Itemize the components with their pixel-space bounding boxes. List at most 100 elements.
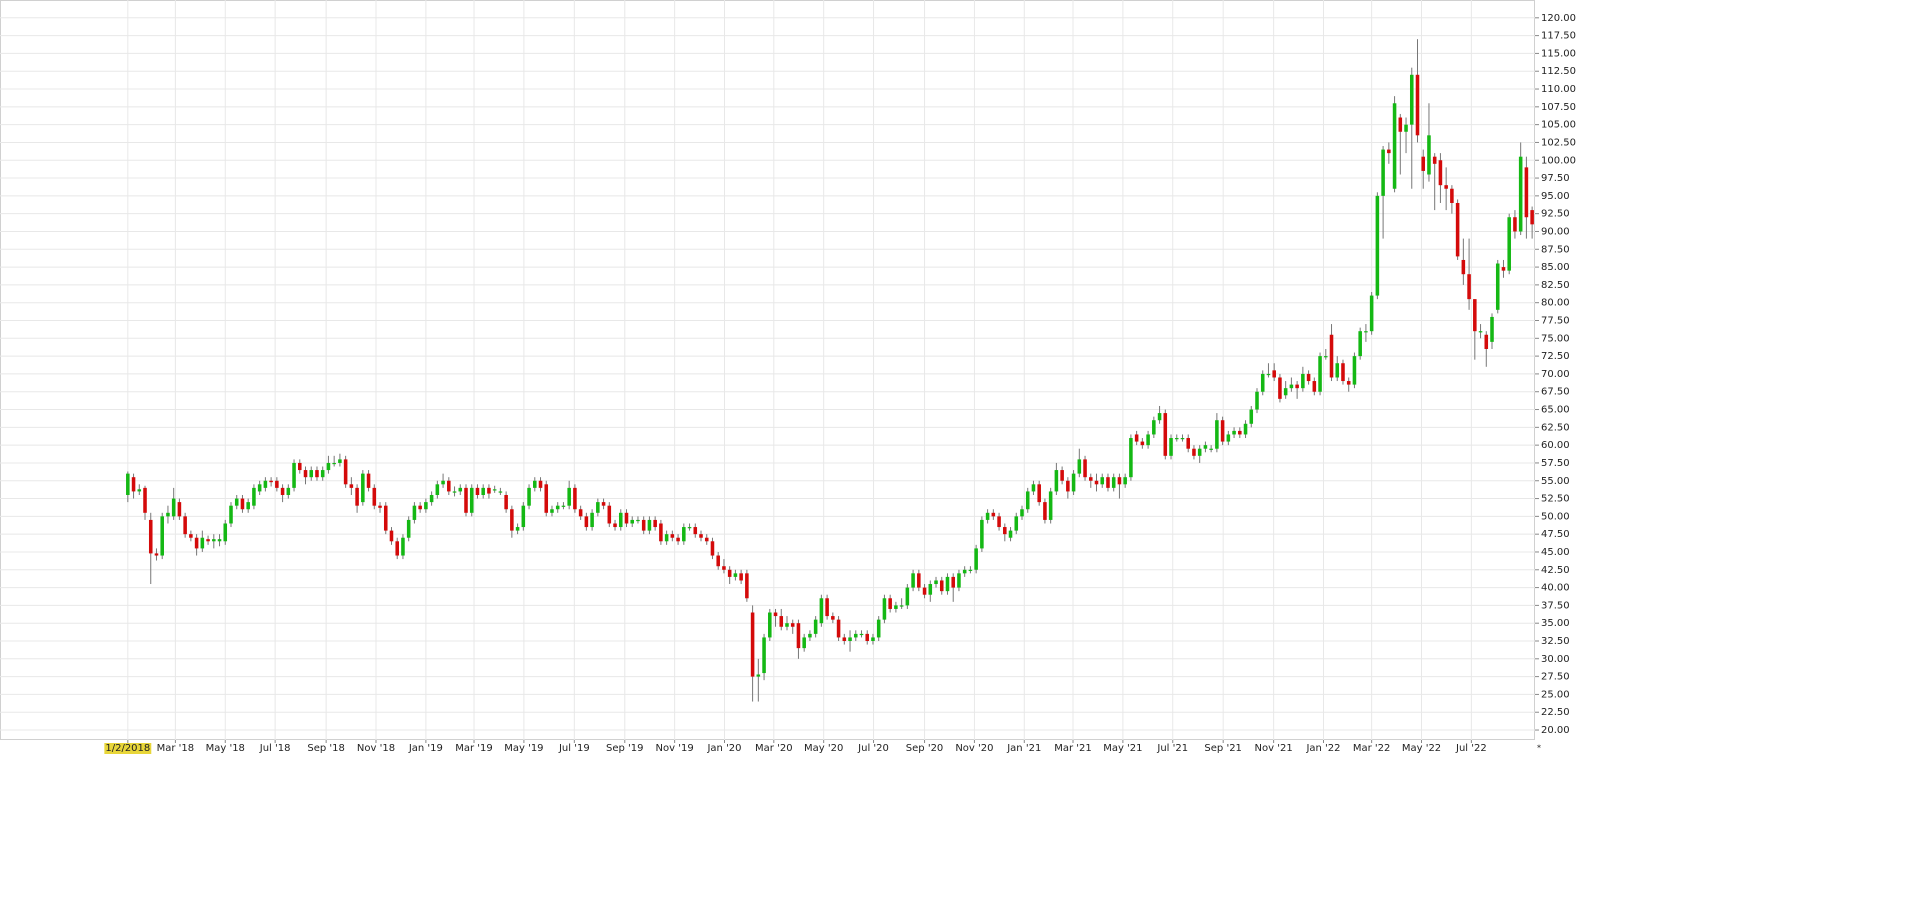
- candle-body: [418, 505, 422, 510]
- candle-body: [750, 612, 755, 677]
- candle-body: [739, 573, 743, 581]
- candle-body: [1341, 363, 1345, 382]
- y-tick-label: 22.50: [1541, 707, 1570, 718]
- candle-body: [980, 519, 984, 549]
- candle-body: [1375, 195, 1380, 296]
- candle-body: [848, 637, 852, 642]
- y-tick-label: 92.50: [1541, 209, 1570, 220]
- x-tick-label: Mar '18: [157, 743, 195, 754]
- x-tick-label: Mar '20: [755, 743, 793, 754]
- candle-body: [911, 573, 915, 588]
- x-tick-label: Sep '19: [606, 743, 644, 754]
- candle-body: [441, 480, 445, 485]
- candle-body: [842, 637, 847, 642]
- candle-body: [865, 633, 870, 642]
- y-tick-label: 110.00: [1541, 84, 1576, 95]
- candle-body: [1255, 391, 1259, 410]
- candle-body: [1324, 356, 1328, 358]
- candle-body: [917, 573, 921, 588]
- y-tick-label: 62.50: [1541, 422, 1570, 433]
- candle-body: [1495, 263, 1500, 310]
- candle-body: [790, 623, 795, 627]
- candle-body: [246, 502, 250, 510]
- candle-body: [1364, 331, 1368, 333]
- candle-body: [1260, 373, 1265, 392]
- y-tick-label: 75.00: [1541, 333, 1570, 344]
- x-tick-label: May '19: [504, 743, 543, 754]
- candle-body: [275, 480, 279, 488]
- candle-body: [659, 523, 663, 542]
- candle-body: [670, 534, 675, 538]
- candle-body: [1455, 202, 1460, 257]
- y-tick-label: 50.00: [1541, 511, 1570, 522]
- candle-body: [808, 633, 812, 638]
- candle-body: [1283, 388, 1288, 396]
- candle-body: [802, 637, 806, 649]
- candle-body: [189, 534, 193, 538]
- candle-body: [160, 516, 164, 556]
- y-tick-label: 25.00: [1541, 689, 1570, 700]
- candle-body: [171, 498, 176, 517]
- x-tick-label: Jul '21: [1156, 743, 1188, 754]
- candle-body: [664, 534, 669, 542]
- candle-body: [716, 555, 720, 567]
- candle-body: [1123, 477, 1127, 485]
- candle-body: [1048, 491, 1053, 520]
- candle-body: [567, 487, 571, 506]
- y-tick-label: 57.50: [1541, 458, 1570, 469]
- candle-body: [905, 587, 910, 606]
- x-tick-label: Sep '20: [906, 743, 944, 754]
- y-tick-label: 52.50: [1541, 494, 1570, 505]
- candle-body: [1518, 156, 1523, 232]
- x-tick-label: Sep '21: [1204, 743, 1242, 754]
- candle-body: [1094, 480, 1099, 485]
- y-tick-label: 70.00: [1541, 369, 1570, 380]
- candle-body: [538, 480, 543, 488]
- candle-body: [836, 619, 841, 638]
- candle-body: [1077, 459, 1082, 474]
- candle-body: [1484, 334, 1489, 349]
- candle-body: [825, 598, 829, 617]
- candle-body: [217, 539, 222, 542]
- candle-body: [1438, 160, 1443, 186]
- x-tick-label: Mar '19: [455, 743, 493, 754]
- y-tick-label: 77.50: [1541, 316, 1570, 327]
- candle-body: [366, 473, 371, 488]
- candle-body: [1513, 217, 1517, 232]
- candle-body: [624, 512, 629, 524]
- candle-body: [796, 623, 801, 649]
- candle-body: [762, 637, 766, 674]
- axes: 20.00 22.50 25.00 27.50 30.00 32.50 35.00 37.50…: [104, 13, 1576, 754]
- candle-body: [298, 462, 302, 471]
- candle-body: [962, 569, 967, 574]
- footnote: *: [1537, 744, 1541, 753]
- candle-body: [1146, 434, 1150, 446]
- candle-body: [573, 487, 577, 510]
- candle-body: [1266, 373, 1271, 376]
- candle-body: [1524, 167, 1529, 218]
- y-tick-label: 95.00: [1541, 191, 1570, 202]
- candle-body: [1238, 430, 1242, 435]
- candle-body: [1140, 441, 1145, 446]
- candle-body: [1100, 477, 1105, 485]
- candle-body: [504, 494, 508, 510]
- candle-body: [1301, 373, 1305, 389]
- candle-body: [676, 537, 680, 542]
- y-tick-label: 102.50: [1541, 137, 1576, 148]
- y-tick-label: 87.50: [1541, 244, 1570, 255]
- candle-body: [1060, 470, 1064, 481]
- candle-body: [475, 487, 480, 495]
- candle-body: [481, 487, 485, 495]
- candle-body: [1312, 381, 1317, 392]
- candle-body: [412, 505, 417, 520]
- candle-body: [1134, 434, 1139, 442]
- candle-body: [498, 491, 503, 493]
- candle-body: [406, 519, 411, 538]
- y-tick-label: 40.00: [1541, 583, 1570, 594]
- y-tick-label: 90.00: [1541, 226, 1570, 237]
- candle-body: [1129, 438, 1133, 478]
- candle-body: [326, 462, 331, 471]
- candle-body: [641, 519, 646, 531]
- candle-body: [257, 484, 262, 492]
- x-tick-label: May '21: [1103, 743, 1142, 754]
